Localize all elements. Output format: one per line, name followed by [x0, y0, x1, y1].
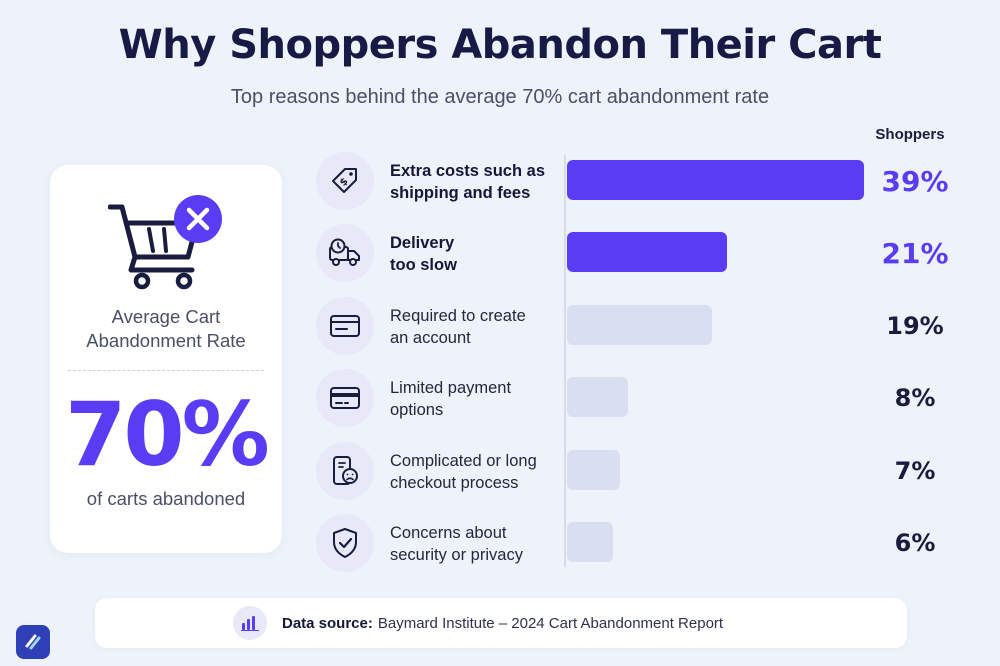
value-label: 19% [886, 311, 944, 340]
card-form-icon [316, 296, 374, 355]
data-source-text: Data source: Baymard Institute – 2024 Ca… [282, 598, 723, 648]
bar-axis-line [564, 155, 566, 567]
category-label: Concerns about security or privacy [390, 524, 523, 564]
price-tag-icon: $ [316, 152, 374, 210]
bar-row: Concerns about security or privacy 6% [316, 508, 976, 580]
category-label: Limited payment options [390, 379, 512, 420]
bar-row: Required to create an account 19% [316, 291, 976, 363]
bar-row: Complicated or long checkout process 7% [316, 436, 976, 508]
bar [567, 304, 712, 345]
summary-caption: of carts abandoned [86, 488, 246, 509]
bar [567, 449, 621, 490]
phone-frown-icon [316, 441, 374, 500]
summary-value: 70% [65, 383, 270, 486]
bar-chart-icon [233, 606, 267, 640]
data-source-label: Data source: [282, 614, 373, 632]
value-label: 6% [894, 529, 936, 557]
chart-subtitle: Top reasons behind the average 70% cart … [230, 86, 770, 108]
category-label: Delivery too slow [390, 234, 457, 275]
value-label: 39% [881, 164, 949, 198]
shield-check-icon [316, 514, 374, 572]
data-source-value: Baymard Institute – 2024 Cart Abandonmen… [377, 614, 724, 632]
value-column-header: Shoppers [875, 126, 945, 143]
brand-logo-icon [16, 625, 50, 659]
data-source-box: Data source: Baymard Institute – 2024 Ca… [95, 598, 907, 648]
bar-row: Delivery too slow 21% [316, 218, 976, 290]
delivery-truck-icon [316, 224, 374, 283]
bar [567, 377, 628, 418]
category-label: Required to create an account [390, 306, 526, 347]
bar [567, 232, 727, 273]
bar-row: $ Extra costs such as shipping and fees 39… [316, 146, 976, 218]
value-label: 8% [894, 384, 936, 413]
value-label: 21% [881, 236, 949, 270]
summary-card: Average Cart Abandonment Rate 70% of car… [50, 165, 282, 553]
bar [567, 160, 864, 200]
shopping-cart-x-icon [107, 195, 228, 295]
chart-title: Why Shoppers Abandon Their Cart [118, 22, 882, 68]
category-label: Complicated or long checkout process [390, 451, 537, 492]
summary-label: Average Cart Abandonment Rate [86, 306, 246, 351]
value-label: 7% [894, 456, 936, 485]
bar [567, 522, 613, 562]
category-label: Extra costs such as shipping and fees [390, 162, 545, 202]
bar-row: Limited payment options 8% [316, 363, 976, 435]
credit-card-icon [316, 369, 374, 428]
summary-divider [68, 370, 264, 371]
